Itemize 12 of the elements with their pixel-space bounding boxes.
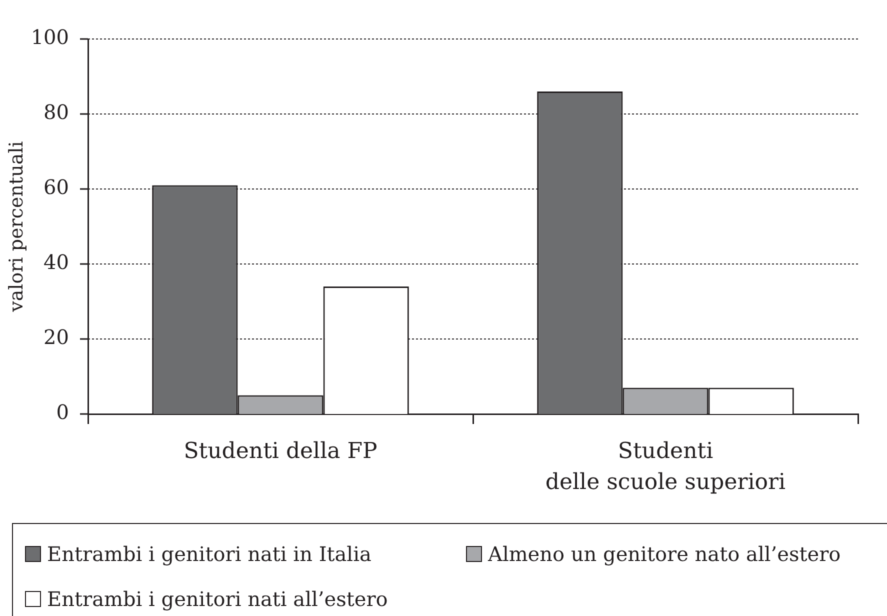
legend-label: Entrambi i genitori nati in Italia <box>47 542 372 566</box>
y-axis-title: valori percentuali <box>5 141 28 313</box>
y-tick-label: 80 <box>44 100 69 124</box>
legend-label: Entrambi i genitori nati all’estero <box>47 586 388 610</box>
y-tick-label: 0 <box>56 400 69 424</box>
y-tick-label: 20 <box>44 325 69 350</box>
legend-label: Almeno un genitore nato all’estero <box>488 542 841 566</box>
y-tick-label: 100 <box>30 25 69 50</box>
x-tick-label: Studenti delle scuole superiori <box>545 439 786 495</box>
y-tick-label: 60 <box>44 175 69 200</box>
x-tick-label: Studenti della FP <box>184 439 378 464</box>
y-tick-label: 40 <box>44 250 69 274</box>
